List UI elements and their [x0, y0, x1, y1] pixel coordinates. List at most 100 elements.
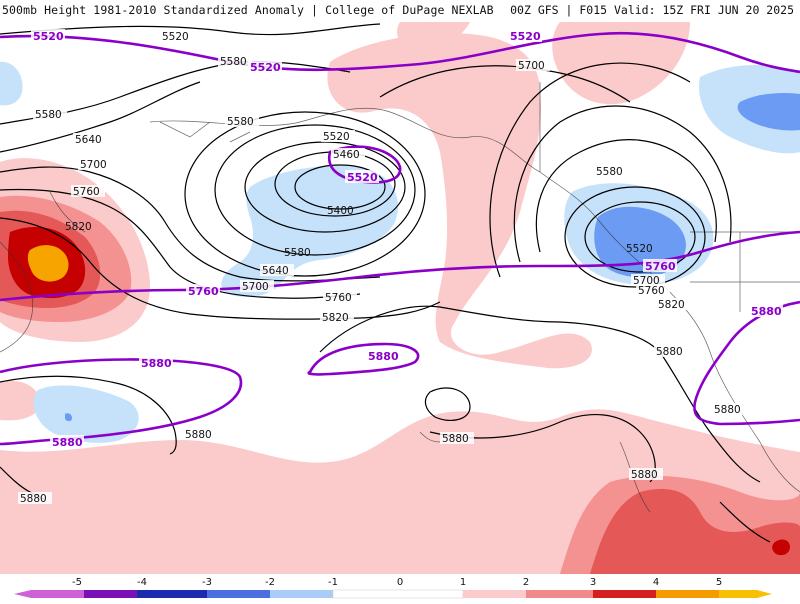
anomaly-pos5-japan — [27, 245, 69, 282]
purple-5520-aleutian — [327, 145, 402, 184]
label-black-5580: 5580 — [284, 247, 311, 259]
label-purple-5880: 5880 — [368, 350, 399, 363]
legend-swatch-n2 — [207, 590, 270, 598]
label-black-5580: 5580 — [596, 166, 623, 178]
positive-anomaly-layer — [0, 22, 800, 574]
label-black-5520: 5520 — [626, 243, 653, 255]
label-black-5580: 5580 — [220, 56, 247, 68]
label-black-5820: 5820 — [65, 221, 92, 233]
legend-ticks: -5 -4 -3 -2 -1 0 1 2 3 4 5 — [72, 577, 722, 588]
anomaly-map[interactable]: 5520 5580 5580 5640 5700 5760 5820 5580 … — [0, 22, 800, 574]
anomaly-pos1-central — [327, 33, 592, 369]
label-purple-5760: 5760 — [645, 260, 676, 273]
contour-5880-southwest — [0, 375, 177, 455]
contour-5880-south2 — [429, 413, 656, 483]
contour-5700-gulf — [535, 139, 717, 253]
contour-5520-gulf — [584, 201, 696, 273]
anomaly-neg1-upperleft — [0, 61, 23, 106]
coastlines — [0, 82, 800, 513]
label-black-5880: 5880 — [631, 469, 658, 481]
label-black-5460: 5460 — [333, 149, 360, 161]
legend-swatch-p5 — [719, 590, 757, 598]
map-title: 500mb Height 1981-2010 Standardized Anom… — [2, 3, 494, 17]
label-black-5820: 5820 — [658, 299, 685, 311]
label-black-5400: 5400 — [327, 205, 354, 217]
label-black-5820: 5820 — [322, 312, 349, 324]
contour-5700-west — [0, 166, 381, 282]
purple-5880-central — [307, 342, 420, 376]
purple-5520-north — [0, 31, 800, 74]
legend-swatch-n4 — [84, 590, 137, 598]
map-svg: 5520 5580 5580 5640 5700 5760 5820 5580 … — [0, 22, 800, 574]
legend-swatch-zero — [332, 589, 464, 599]
legend-swatch-n5 — [31, 590, 84, 598]
legend-swatch-p2 — [526, 590, 593, 598]
contour-5880-east — [659, 351, 761, 483]
label-black-5520: 5520 — [162, 31, 189, 43]
anomaly-pos1-top — [397, 22, 470, 49]
legend-swatch-p4 — [656, 590, 719, 598]
label-black-5580: 5580 — [227, 116, 254, 128]
label-black-5880: 5880 — [442, 433, 469, 445]
anomaly-pos3-southeast — [590, 488, 800, 574]
legend-tick: -5 — [72, 577, 82, 588]
label-black-5700: 5700 — [242, 281, 269, 293]
contour-label-layer: 5520 5580 5580 5640 5700 5760 5820 5580 … — [18, 29, 783, 505]
contour-5580-gulf — [564, 186, 706, 288]
legend-tick: 3 — [590, 577, 596, 588]
anomaly-neg2-northeast — [737, 92, 800, 131]
label-black-5760: 5760 — [638, 285, 665, 297]
legend-tick: 5 — [716, 577, 722, 588]
map-header: 500mb Height 1981-2010 Standardized Anom… — [0, 0, 800, 22]
color-legend: -5 -4 -3 -2 -1 0 1 2 3 4 5 — [0, 574, 800, 600]
label-purple-5880: 5880 — [751, 305, 782, 318]
legend-swatch-p3 — [593, 590, 656, 598]
label-purple-5520: 5520 — [347, 171, 378, 184]
label-black-5700: 5700 — [80, 159, 107, 171]
height-contours — [0, 23, 771, 543]
label-black-5640: 5640 — [262, 265, 289, 277]
legend-arrow-right — [757, 590, 772, 598]
label-black-5700: 5700 — [518, 60, 545, 72]
contour-5520-north — [0, 23, 381, 36]
label-purple-5760: 5760 — [188, 285, 219, 298]
legend-tick: 4 — [653, 577, 659, 588]
legend-tick: 1 — [460, 577, 466, 588]
legend-tick: -3 — [202, 577, 212, 588]
label-purple-5520: 5520 — [510, 30, 541, 43]
contour-5880-southeast — [719, 501, 771, 543]
run-info: 00Z GFS | F015 Valid: 15Z FRI JUN 20 202… — [510, 3, 794, 17]
label-black-5580: 5580 — [35, 109, 62, 121]
contour-5640-aleutian — [184, 111, 426, 277]
contour-5880-south — [424, 387, 471, 421]
contour-5400-aleutian — [294, 164, 386, 210]
contour-5580-aleutian — [214, 124, 416, 256]
legend-swatch-p1 — [463, 590, 526, 598]
label-purple-5520: 5520 — [33, 30, 64, 43]
anomaly-pos4-southeast — [772, 539, 790, 556]
contour-5880-central — [319, 305, 661, 353]
label-purple-5520: 5520 — [250, 61, 281, 74]
legend-arrow-left — [14, 590, 31, 598]
label-black-5880: 5880 — [714, 404, 741, 416]
contour-5760-gulf — [513, 105, 732, 263]
legend-tick: -4 — [137, 577, 147, 588]
label-black-5760: 5760 — [325, 292, 352, 304]
legend-tick: -2 — [265, 577, 275, 588]
label-black-5520: 5520 — [323, 131, 350, 143]
label-purple-5880: 5880 — [141, 357, 172, 370]
label-black-5640: 5640 — [75, 134, 102, 146]
anomaly-neg2-subtropical — [65, 413, 72, 422]
legend-swatch-n3 — [137, 590, 207, 598]
label-black-5880: 5880 — [20, 493, 47, 505]
anomaly-neg1-subtropical — [33, 385, 139, 443]
legend-colorbar — [14, 589, 772, 599]
purple-5760-main — [0, 230, 800, 302]
label-black-5880: 5880 — [656, 346, 683, 358]
label-black-5880: 5880 — [185, 429, 212, 441]
legend-swatch-n1 — [270, 590, 333, 598]
contour-5820-west — [0, 217, 441, 320]
legend-tick: 2 — [523, 577, 529, 588]
purple-5880-east — [693, 300, 800, 426]
legend-svg: -5 -4 -3 -2 -1 0 1 2 3 4 5 — [14, 577, 772, 599]
